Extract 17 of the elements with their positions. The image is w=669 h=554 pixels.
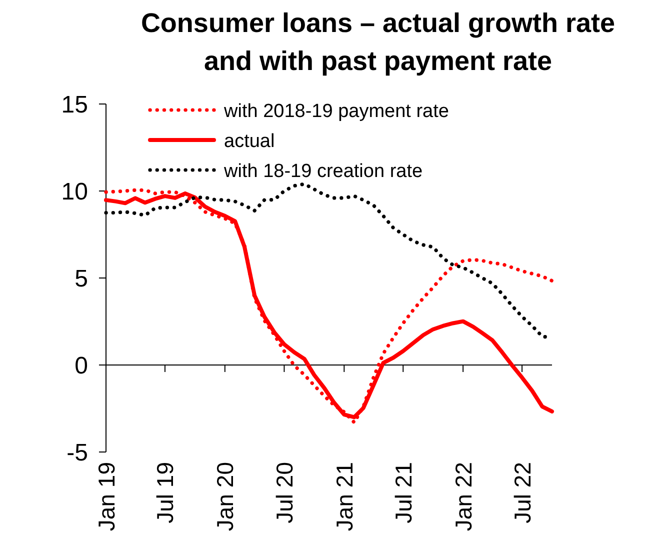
x-tick-label: Jan 19: [93, 462, 120, 532]
x-tick-label: Jul 22: [509, 462, 536, 524]
x-tick-label: Jul 19: [152, 462, 178, 524]
legend-label: with 18-19 creation rate: [223, 160, 423, 182]
legend-label: actual: [224, 130, 275, 152]
y-tick-label: -5: [66, 440, 88, 467]
legend-label: with 2018-19 payment rate: [223, 100, 449, 122]
y-tick-label: 10: [61, 178, 88, 206]
y-tick-label: 15: [61, 92, 88, 119]
x-tick-label: Jul 21: [390, 462, 416, 524]
y-tick-label: 5: [74, 266, 88, 293]
chart-title: Consumer loans – actual growth rate and with past payment rate: [140, 8, 616, 76]
x-tick-label: Jan 20: [212, 462, 238, 532]
x-tick-label: Jan 22: [450, 462, 476, 532]
x-tick-label: Jan 21: [331, 462, 358, 532]
y-tick-label: 0: [74, 352, 88, 380]
x-tick-label: Jul 20: [271, 462, 298, 524]
